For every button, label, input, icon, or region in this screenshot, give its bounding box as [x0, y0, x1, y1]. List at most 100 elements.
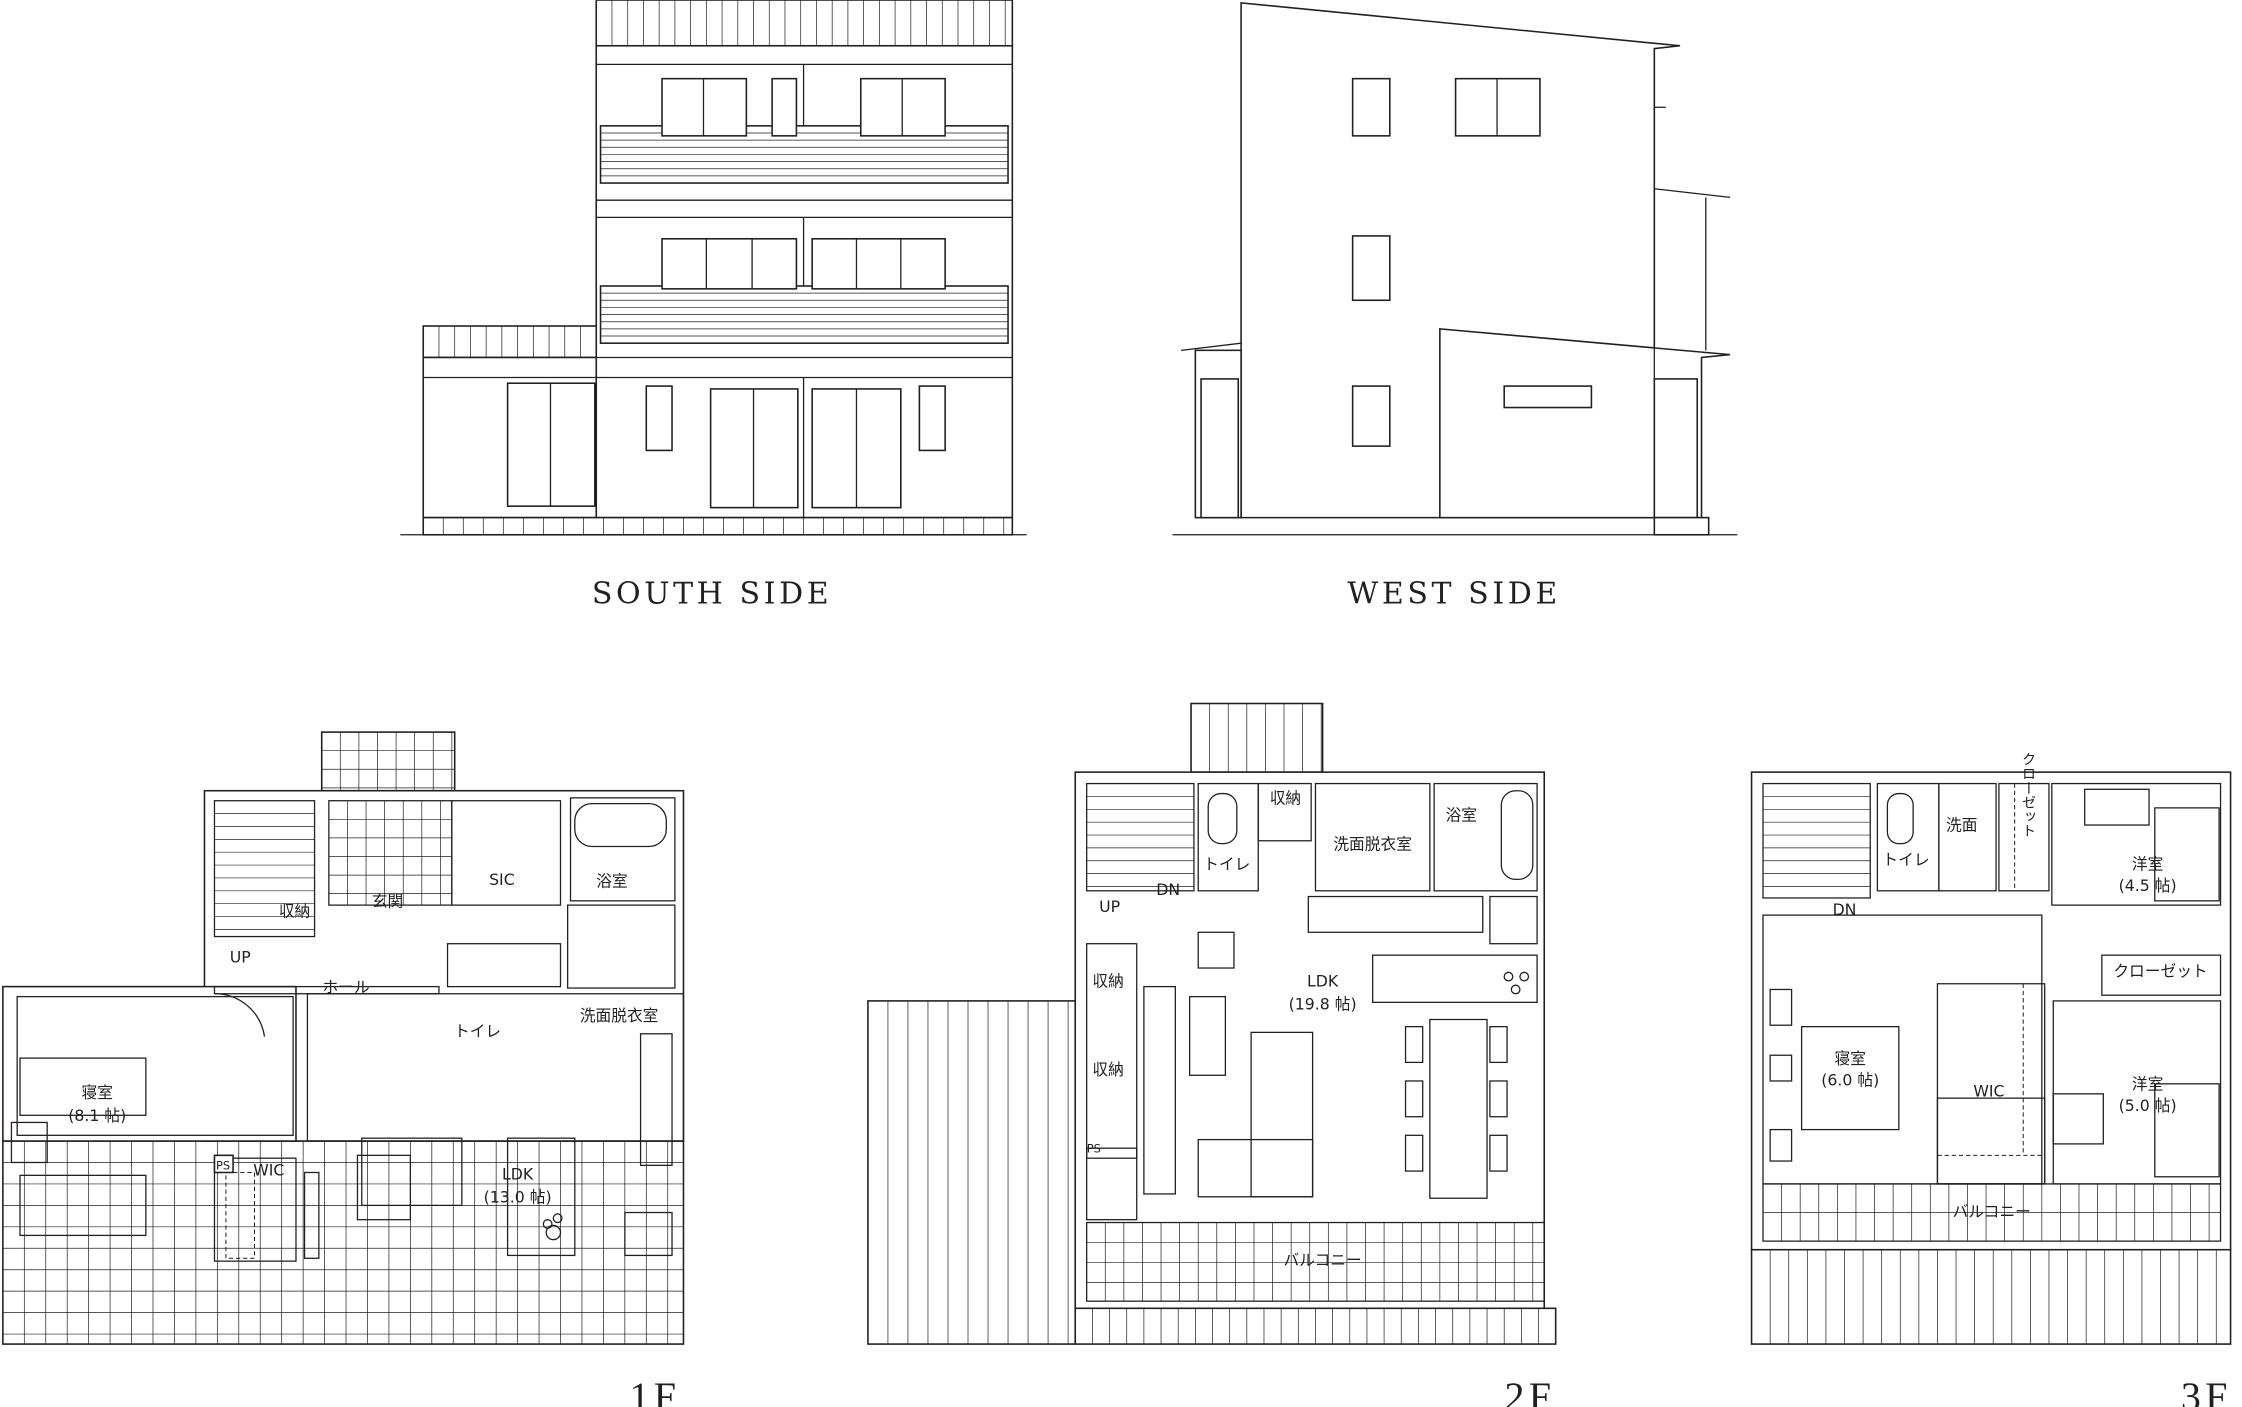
label-storage-2: 収納 — [1092, 1060, 1123, 1079]
window — [661, 238, 798, 290]
window — [1351, 385, 1391, 447]
label-ps: PS — [1087, 1141, 1101, 1155]
kitchen-counter — [506, 1137, 576, 1257]
floor-plan-2f: 収納 トイレ 洗面脱衣室 浴室 UP DN LDK (19.8 帖) 収納 収納… — [867, 702, 1557, 1407]
window — [918, 385, 946, 452]
bedroom-3f — [1762, 914, 2043, 1185]
kitchen-counter — [1372, 954, 1538, 1003]
toilet-icon — [1886, 792, 1914, 845]
label-ldk: LDK — [502, 1165, 534, 1184]
bed-icon — [2154, 1083, 2220, 1178]
label-western-room-1-size: (4.5 帖) — [2119, 876, 2177, 895]
label-wic: WIC — [253, 1160, 284, 1179]
label-ldk-size: (19.8 帖) — [1289, 994, 1357, 1013]
label-balcony: バルコニー — [1283, 1250, 1361, 1269]
label-western-room-2-size: (5.0 帖) — [2119, 1096, 2177, 1115]
roof-lower — [1750, 1248, 2232, 1345]
label-up: UP — [1099, 897, 1120, 916]
windows — [506, 77, 946, 509]
label-closet: クローゼット — [2113, 962, 2207, 981]
west-side-caption: WEST SIDE — [1347, 576, 1560, 611]
railing-slats — [600, 292, 1009, 337]
south-elevation: SOUTH SIDE — [400, 0, 1027, 611]
label-bath: 浴室 — [1446, 806, 1477, 825]
window — [859, 77, 946, 137]
label-entrance: 玄関 — [372, 892, 403, 911]
sofa-icon — [361, 1137, 463, 1207]
west-elevation: WEST SIDE — [1172, 2, 1738, 611]
label-ldk: LDK — [1307, 972, 1339, 991]
roof-seams — [611, 0, 1006, 46]
toilet-icon — [1207, 792, 1238, 845]
bathtub-icon — [1500, 790, 1534, 881]
label-bedroom-size: (8.1 帖) — [68, 1106, 126, 1125]
label-western-room-2: 洋室 — [2132, 1075, 2163, 1094]
terrace — [2, 1140, 685, 1345]
staircase — [213, 800, 316, 938]
label-washroom: 洗面脱衣室 — [580, 1006, 659, 1025]
bed-icon — [19, 1057, 147, 1116]
building-outline — [1074, 771, 1546, 1310]
window — [1351, 77, 1391, 137]
south-side-caption: SOUTH SIDE — [592, 576, 832, 611]
label-western-room-1: 洋室 — [2132, 854, 2163, 873]
label-toilet: トイレ — [1882, 850, 1929, 869]
label-bedroom-size: (6.0 帖) — [1821, 1070, 1879, 1089]
window — [811, 238, 946, 290]
label-washbasin: 洗面 — [1946, 816, 1977, 835]
label-dn: DN — [1833, 900, 1857, 919]
label-closet-vertical: クローゼット — [2020, 752, 2036, 838]
bed-icon — [2154, 807, 2220, 902]
closet — [2101, 954, 2222, 996]
balcony — [1086, 1221, 1545, 1302]
entrance-porch — [320, 731, 456, 792]
label-storage: 収納 — [279, 902, 310, 921]
floor-plan-1f: 収納 玄関 SIC 浴室 UP ホール トイレ 洗面脱衣室 寝室 (8.1 帖)… — [2, 731, 685, 1407]
label-dn: DN — [1156, 880, 1180, 899]
label-ldk-size: (13.0 帖) — [484, 1188, 552, 1207]
label-up: UP — [230, 947, 251, 966]
window — [1351, 235, 1391, 302]
window — [771, 77, 798, 137]
dining-table — [1429, 1018, 1488, 1199]
label-bedroom: 寝室 — [1835, 1049, 1866, 1068]
foundation — [422, 516, 1014, 536]
door — [1200, 378, 1240, 519]
label-storage-1: 収納 — [1092, 972, 1123, 991]
label-washroom: 洗面脱衣室 — [1333, 834, 1412, 853]
window — [1454, 77, 1541, 137]
door — [1653, 378, 1699, 519]
label-toilet: トイレ — [454, 1022, 501, 1041]
bathtub-icon — [574, 802, 667, 848]
building-outline — [1750, 771, 2232, 1251]
label-balcony: バルコニー — [1953, 1202, 2031, 1221]
western-room-2 — [2052, 1000, 2222, 1185]
window — [709, 388, 799, 509]
floor-label-1f: 1F — [629, 1374, 680, 1407]
label-hall: ホール — [322, 977, 369, 996]
floor-plan-3f: DN トイレ 洗面 クローゼット 洋室 (4.5 帖) クローゼット 寝室 (6… — [1750, 752, 2232, 1407]
roof-deck-left — [867, 1000, 1077, 1345]
label-toilet: トイレ — [1203, 854, 1250, 873]
staircase — [1762, 782, 1871, 899]
window — [506, 382, 596, 507]
label-ps: PS — [216, 1159, 230, 1173]
ldk-area — [306, 993, 685, 1142]
window — [645, 385, 673, 452]
roof — [595, 0, 1014, 47]
roof-top — [1190, 702, 1324, 773]
label-storage-top: 収納 — [1270, 789, 1301, 808]
floor-label-2f: 2F — [1505, 1374, 1556, 1407]
label-wic: WIC — [1973, 1082, 2004, 1101]
annex-roof — [422, 325, 598, 359]
bath-room — [569, 797, 676, 902]
floor-label-3f: 3F — [2181, 1374, 2232, 1407]
label-bedroom: 寝室 — [82, 1083, 113, 1102]
western-room-1 — [2051, 782, 2222, 906]
window — [661, 77, 748, 137]
bed-icon — [1800, 1026, 1900, 1131]
label-bath: 浴室 — [596, 872, 627, 891]
label-sic: SIC — [489, 870, 515, 889]
bed-icon — [19, 1174, 147, 1237]
